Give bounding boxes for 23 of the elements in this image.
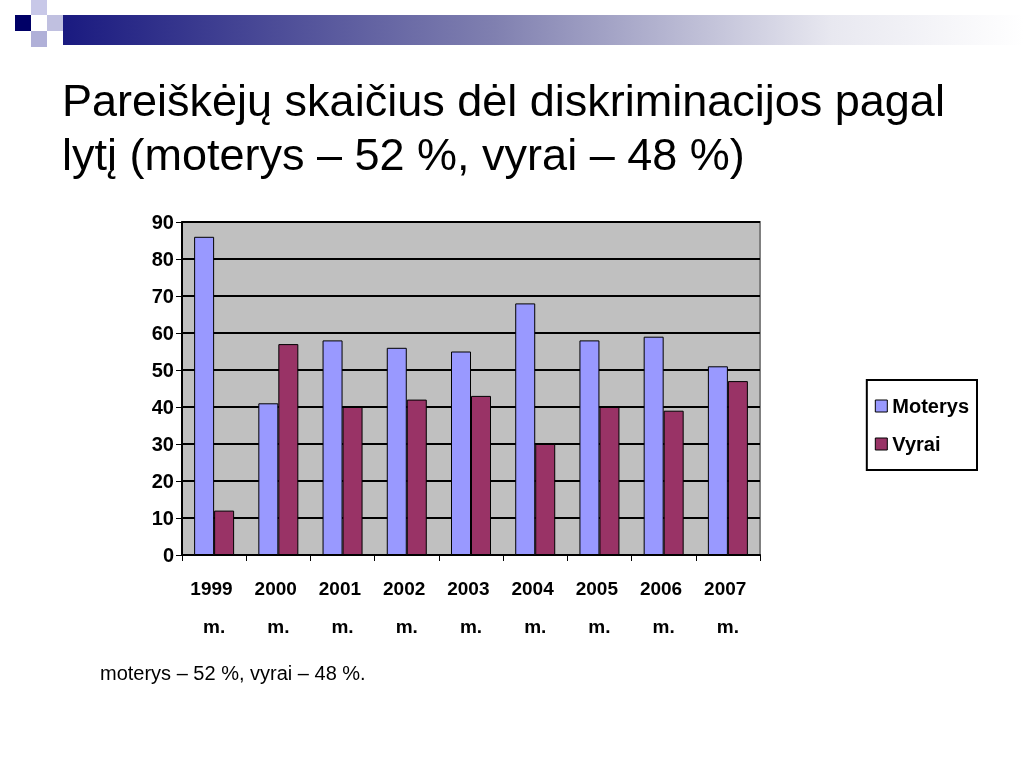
x-tick-label: 2006 m. [639, 577, 688, 637]
legend-label: Moterys [892, 395, 970, 417]
y-tick-label: 70 [151, 285, 174, 307]
x-tick-label: 1999 m. [190, 577, 238, 637]
x-tick-label: 2003 m. [447, 577, 495, 637]
y-tick-label: 40 [151, 396, 174, 418]
text: moterys – 52 %, vyrai – 48 %. [100, 662, 366, 685]
x-tick-label: 2005 m. [575, 577, 624, 637]
legend-label: Vyrai [892, 433, 941, 455]
y-tick-label: 10 [151, 507, 174, 529]
y-tick-label: 30 [151, 433, 174, 455]
y-tick-label: 60 [151, 322, 174, 344]
y-tick-label: 50 [151, 359, 174, 381]
y-tick-label: 0 [162, 544, 174, 566]
x-tick-label: 2000 m. [254, 577, 303, 637]
x-tick-label: 2001 m. [318, 577, 367, 637]
x-tick-label: 2004 m. [511, 577, 559, 637]
y-tick-label: 80 [151, 248, 174, 270]
x-tick-label: 2002 m. [383, 577, 431, 637]
x-tick-label: 2007 m. [704, 577, 752, 637]
chart-title: Pareiškėjų skaičius dėl diskriminacijos pagal lytį (moterys – 52 %, vyrai – 48 %) [62, 74, 946, 182]
y-tick-label: 90 [151, 211, 174, 233]
y-tick-label: 20 [151, 470, 174, 492]
